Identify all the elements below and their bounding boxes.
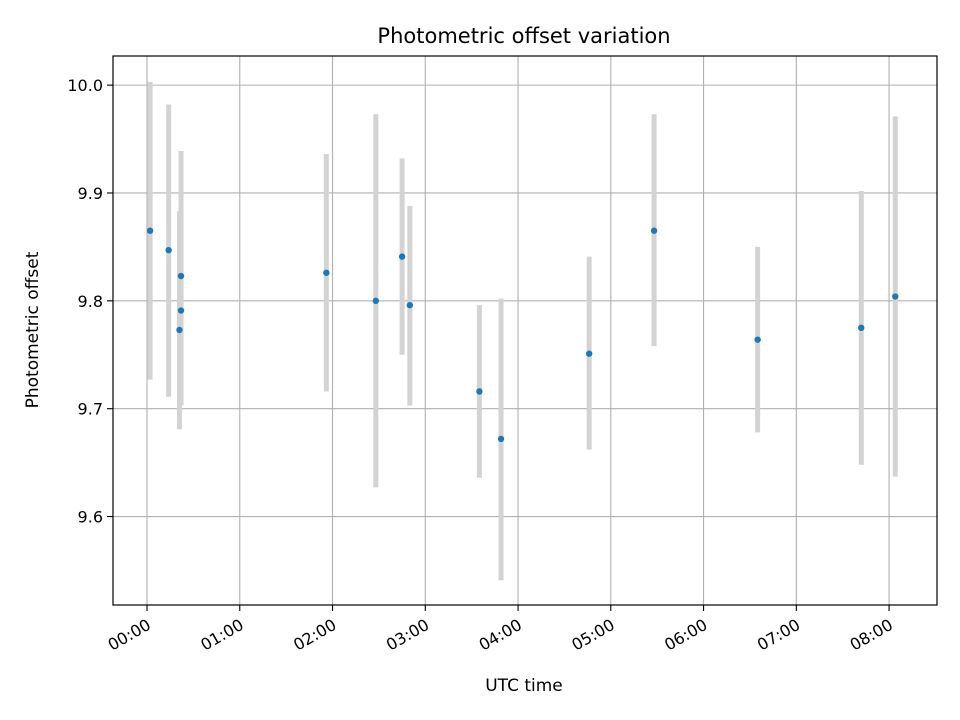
- y-tick-label: 9.9: [78, 184, 103, 203]
- data-point: [650, 227, 658, 234]
- grid: [113, 56, 937, 605]
- y-tick-label: 9.8: [78, 292, 103, 311]
- data-point: [177, 307, 185, 314]
- data-point: [892, 293, 899, 300]
- data-point: [323, 269, 330, 276]
- data-point: [165, 246, 172, 254]
- plot-frame: [112, 55, 938, 606]
- data-point: [176, 326, 183, 334]
- data-point: [497, 435, 505, 443]
- y-axis-label: Photometric offset: [23, 251, 43, 408]
- data-point: [372, 297, 380, 305]
- y-tick-label: 9.7: [78, 400, 103, 419]
- y-tick-label: 10.0: [67, 76, 103, 95]
- data-point: [754, 336, 761, 343]
- data-point: [858, 324, 865, 332]
- data-point: [177, 272, 185, 280]
- chart-title: Photometric offset variation: [377, 24, 670, 48]
- y-tick-label: 9.6: [78, 508, 103, 527]
- data-point: [146, 227, 154, 234]
- data-points: [146, 227, 899, 443]
- data-point: [476, 388, 483, 395]
- data-point: [585, 350, 593, 357]
- y-axis-ticks: 9.6 9.7 9.8 9.9 10.0: [67, 76, 113, 527]
- data-point: [406, 301, 414, 309]
- x-axis-label: UTC time: [485, 676, 563, 696]
- data-point: [398, 253, 406, 260]
